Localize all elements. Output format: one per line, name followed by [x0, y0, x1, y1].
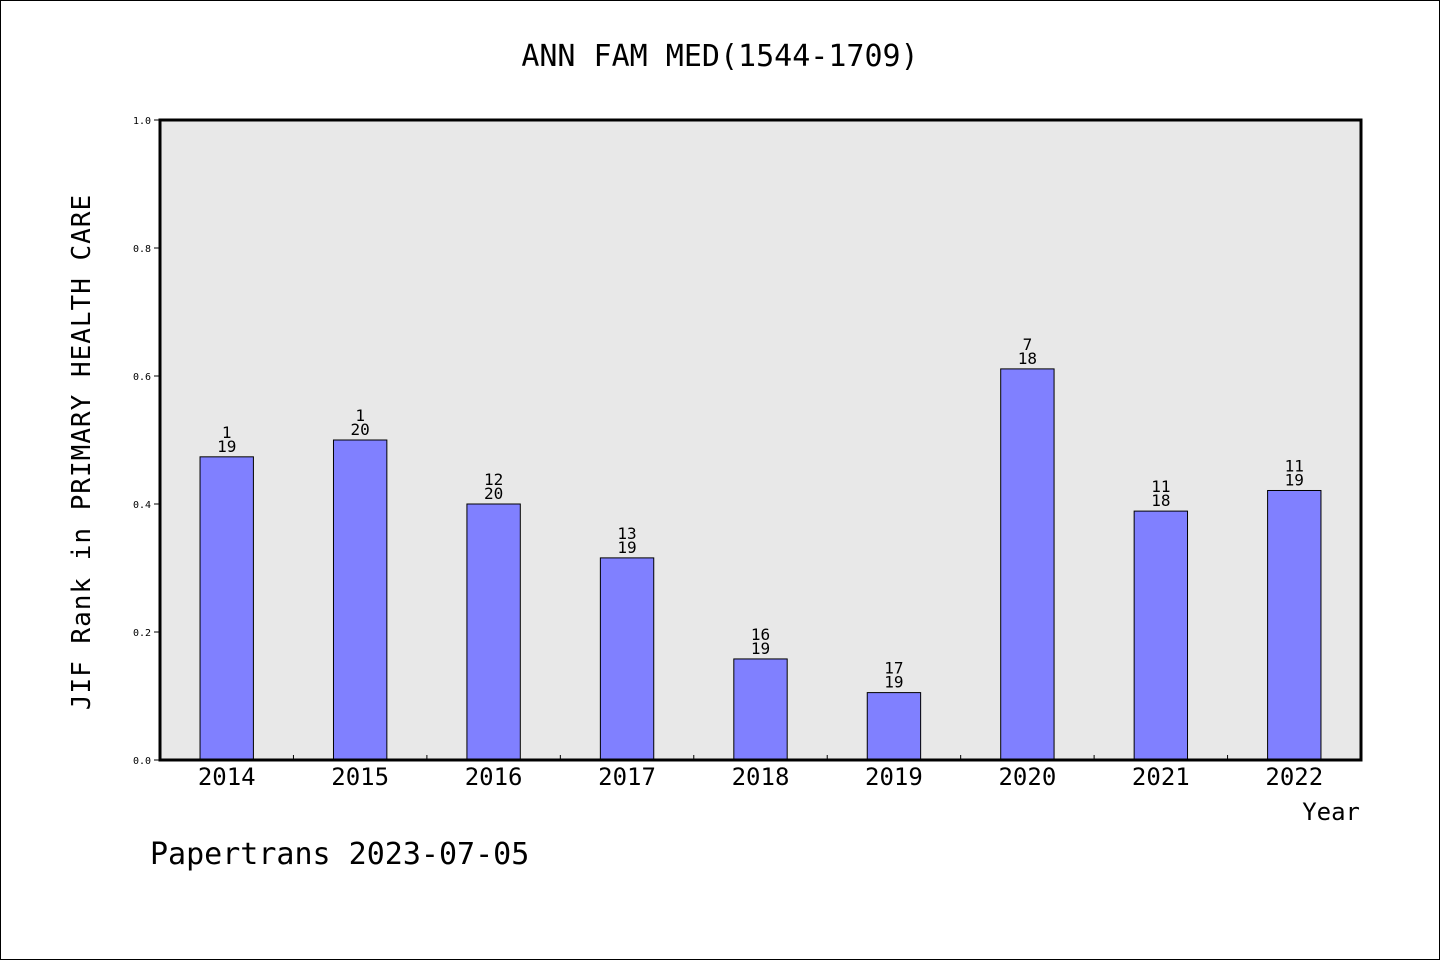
y-tick-label: 0.6 [133, 372, 151, 383]
bar-2021 [1133, 510, 1189, 761]
bar-label-total-2015: 20 [351, 420, 370, 439]
bar-label-rank-2018: 16 [751, 625, 770, 644]
x-tick-label-2019: 2019 [865, 763, 923, 791]
bar-label-rank-2015: 1 [355, 406, 365, 425]
y-ticks-group: 0.0 0.2 0.4 0.6 0.8 1.0 [133, 116, 160, 767]
x-tick-label-2016: 2016 [465, 763, 523, 791]
bar-label-total-2019: 19 [884, 673, 903, 692]
bar-label-total-2020: 18 [1018, 349, 1037, 368]
x-tick-label-2017: 2017 [598, 763, 656, 791]
x-ticks-group: 2014 2015 2016 2017 2018 2019 2020 2021 2022 [198, 755, 1323, 791]
bar-2018 [733, 658, 788, 761]
bar-2019 [866, 692, 922, 761]
y-axis-label: JIF Rank in PRIMARY HEALTH CARE [67, 194, 97, 710]
bar-label-total-2022: 19 [1285, 470, 1304, 489]
x-tick-label-2018: 2018 [732, 763, 790, 791]
bar-label-rank-2014: 1 [222, 423, 232, 442]
bar-label-total-2021: 18 [1151, 491, 1170, 510]
bar-label-total-2014: 19 [217, 437, 236, 456]
chart-title: ANN FAM MED(1544-1709) [521, 39, 918, 74]
bar-2020 [1000, 368, 1055, 761]
bar-label-rank-2016: 12 [484, 470, 503, 489]
y-tick-label: 0.2 [133, 628, 151, 639]
x-tick-label-2015: 2015 [331, 763, 389, 791]
x-tick-label-2021: 2021 [1132, 763, 1190, 791]
bar-2014 [199, 456, 254, 761]
bar-label-total-2017: 19 [617, 538, 636, 557]
bar-2017 [599, 557, 655, 761]
x-tick-label-2022: 2022 [1265, 763, 1323, 791]
y-tick-label: 1.0 [133, 116, 151, 127]
bar-label-rank-2021: 11 [1151, 477, 1170, 496]
bar-label-rank-2017: 13 [617, 524, 636, 543]
bar-2022 [1267, 489, 1322, 761]
bar-2016 [466, 503, 521, 761]
bar-label-total-2016: 20 [484, 484, 503, 503]
bar-label-rank-2022: 11 [1285, 456, 1304, 475]
x-tick-label-2020: 2020 [998, 763, 1056, 791]
plot-border [158, 118, 1363, 762]
footer-text: Papertrans 2023-07-05 [150, 837, 529, 872]
x-axis-label: Year [1302, 798, 1360, 826]
bar-label-total-2018: 19 [751, 639, 770, 658]
x-tick-label-2014: 2014 [198, 763, 256, 791]
bar-label-rank-2020: 7 [1023, 335, 1033, 354]
y-tick-label: 0.0 [133, 756, 151, 767]
y-tick-label: 0.4 [133, 500, 151, 511]
bars-group [199, 368, 1322, 761]
bar-2015 [332, 439, 388, 761]
y-tick-label: 0.8 [133, 244, 151, 255]
bar-label-rank-2019: 17 [884, 659, 903, 678]
